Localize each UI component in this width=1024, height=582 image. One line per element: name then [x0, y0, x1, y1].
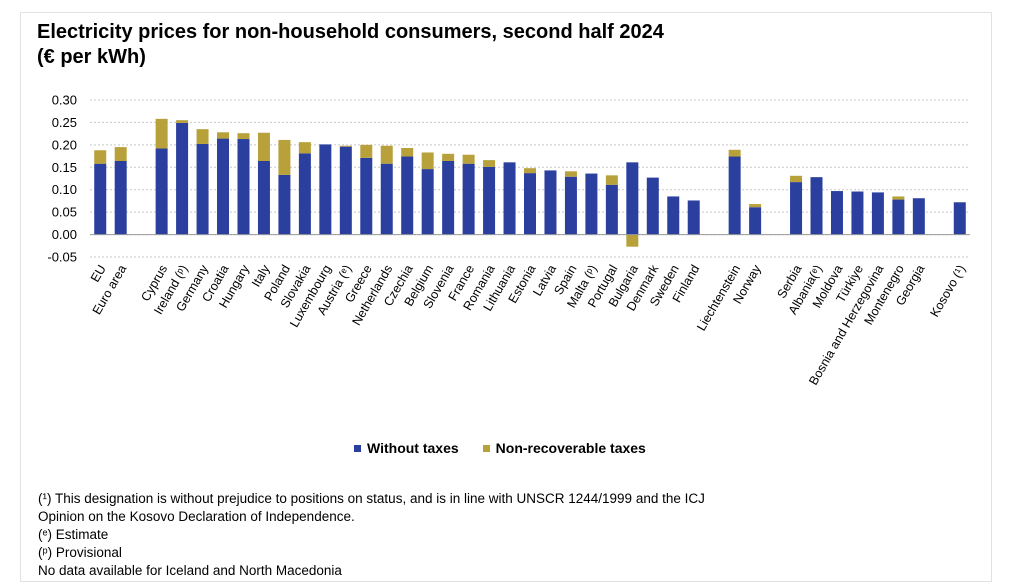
- bar-without-taxes: [339, 146, 352, 235]
- y-tick-label: 0.10: [52, 182, 77, 197]
- chart-title-line-2: (€ per kWh): [37, 46, 146, 68]
- bar-without-taxes: [380, 163, 393, 235]
- bar-non-recoverable-taxes: [564, 171, 577, 177]
- bar-non-recoverable-taxes: [196, 129, 209, 144]
- bar-without-taxes: [217, 138, 230, 235]
- bar-without-taxes: [749, 207, 762, 235]
- bar-without-taxes: [360, 157, 373, 235]
- bar-non-recoverable-taxes: [360, 144, 373, 158]
- chart-title-line-1: Electricity prices for non-household con…: [37, 21, 664, 43]
- bar-non-recoverable-taxes: [176, 120, 189, 123]
- bar-without-taxes: [544, 170, 557, 235]
- bar-without-taxes: [585, 173, 598, 235]
- legend-swatch-without-taxes: [354, 444, 361, 452]
- bar-non-recoverable-taxes: [401, 147, 414, 157]
- bar-without-taxes: [830, 191, 843, 235]
- bar-without-taxes: [564, 176, 577, 235]
- bar-without-taxes: [667, 196, 680, 235]
- bar-without-taxes: [401, 156, 414, 235]
- bar-non-recoverable-taxes: [257, 132, 270, 162]
- y-tick-label: 0.05: [52, 205, 77, 220]
- y-tick-label: 0.00: [52, 227, 77, 242]
- bar-without-taxes: [94, 163, 107, 235]
- bar-non-recoverable-taxes: [114, 147, 127, 162]
- bar-without-taxes: [462, 163, 475, 235]
- bar-without-taxes: [442, 161, 455, 235]
- footnote-kosovo-line-2: Opinion on the Kosovo Declaration of Ind…: [38, 509, 355, 524]
- bar-without-taxes: [646, 177, 659, 235]
- bar-non-recoverable-taxes: [483, 160, 496, 167]
- bar-non-recoverable-taxes: [421, 152, 434, 170]
- bar-non-recoverable-taxes: [749, 204, 762, 208]
- bar-without-taxes: [298, 153, 311, 235]
- bar-non-recoverable-taxes: [217, 132, 230, 139]
- bar-without-taxes: [503, 162, 516, 235]
- legend-label-without-taxes: Without taxes: [367, 440, 459, 456]
- y-tick-label: 0.25: [52, 115, 77, 130]
- bar-non-recoverable-taxes: [605, 175, 618, 185]
- bar-without-taxes: [912, 198, 925, 235]
- bar-non-recoverable-taxes: [524, 168, 536, 174]
- bar-without-taxes: [605, 184, 618, 235]
- bar-without-taxes: [421, 169, 434, 235]
- footnote-provisional: (ᵖ) Provisional: [38, 545, 122, 560]
- bar-without-taxes: [728, 156, 741, 235]
- bar-without-taxes: [687, 200, 700, 235]
- bar-non-recoverable-taxes: [94, 150, 107, 164]
- y-tick-label: -0.05: [47, 250, 77, 265]
- bar-non-recoverable-taxes: [442, 153, 455, 162]
- footnotes: (¹) This designation is without prejudic…: [38, 490, 828, 580]
- bar-without-taxes: [953, 202, 966, 235]
- bar-non-recoverable-taxes: [155, 118, 168, 149]
- bar-non-recoverable-taxes: [790, 175, 803, 183]
- bar-non-recoverable-taxes: [728, 149, 741, 157]
- bar-without-taxes: [810, 177, 823, 235]
- chart-legend: Without taxes Non-recoverable taxes: [354, 439, 670, 457]
- bar-without-taxes: [892, 199, 905, 235]
- bar-non-recoverable-taxes: [237, 133, 250, 140]
- bar-without-taxes: [851, 191, 864, 235]
- bar-without-taxes: [257, 161, 270, 235]
- y-tick-label: 0.20: [52, 137, 77, 152]
- bar-without-taxes: [871, 192, 884, 235]
- bar-non-recoverable-taxes: [380, 145, 393, 164]
- x-tick-label: Kosovo (¹): [927, 263, 968, 320]
- footnote-estimate: (ᵉ) Estimate: [38, 527, 109, 542]
- bar-without-taxes: [626, 162, 639, 235]
- legend-label-non-recoverable-taxes: Non-recoverable taxes: [495, 440, 646, 456]
- footnote-kosovo-line-1: (¹) This designation is without prejudic…: [38, 491, 705, 506]
- bar-without-taxes: [114, 161, 127, 235]
- legend-swatch-non-recoverable-taxes: [482, 444, 490, 452]
- bar-without-taxes: [176, 122, 189, 235]
- chart-title: Electricity prices for non-household con…: [37, 20, 664, 70]
- footnote-no-data: No data available for Iceland and North …: [38, 563, 342, 578]
- bar-without-taxes: [790, 182, 803, 235]
- bar-non-recoverable-taxes: [298, 142, 311, 154]
- bar-non-recoverable-taxes: [278, 139, 291, 175]
- bar-non-recoverable-taxes: [462, 154, 475, 164]
- bar-without-taxes: [278, 174, 291, 235]
- legend-item-non-recoverable-taxes: Non-recoverable taxes: [482, 440, 646, 456]
- legend-item-without-taxes: Without taxes: [354, 440, 459, 456]
- bar-non-recoverable-taxes: [892, 196, 905, 200]
- bar-without-taxes: [155, 148, 168, 235]
- y-tick-label: 0.30: [52, 93, 77, 108]
- y-tick-label: 0.15: [52, 160, 77, 175]
- bar-non-recoverable-taxes: [339, 145, 352, 147]
- bar-non-recoverable-taxes: [626, 234, 639, 247]
- bar-without-taxes: [319, 144, 332, 235]
- bar-without-taxes: [237, 139, 250, 235]
- bar-without-taxes: [483, 166, 496, 235]
- bar-without-taxes: [196, 143, 209, 235]
- bar-without-taxes: [524, 173, 536, 235]
